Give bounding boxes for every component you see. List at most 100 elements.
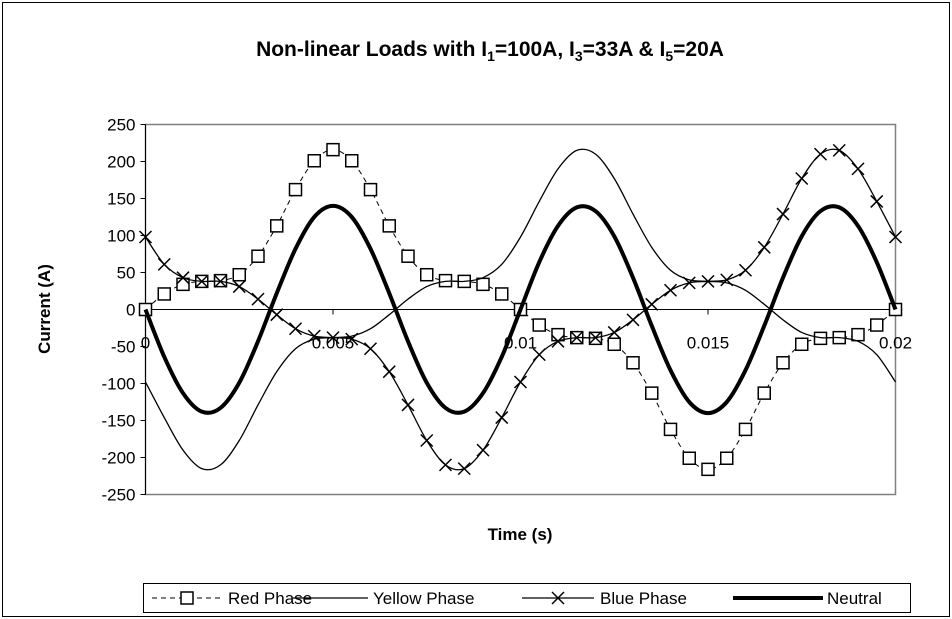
marker-x (588, 331, 603, 345)
y-tick-label: 250 (107, 116, 135, 135)
legend-label: Neutral (827, 589, 882, 608)
x-tick-label: 0.01 (504, 334, 537, 353)
marker-square (551, 327, 565, 342)
marker-square (776, 356, 790, 370)
y-tick-label: 50 (117, 264, 136, 283)
y-tick-label: -50 (111, 338, 136, 357)
marker-x (495, 411, 509, 425)
x-tick-label: 0 (141, 334, 150, 353)
y-axis-title: Current (A) (35, 264, 54, 354)
marker-x (232, 280, 246, 294)
chart-title: Non-linear Loads with I1=100A, I3=33A & … (256, 38, 724, 64)
marker-x (795, 171, 809, 186)
marker-x (363, 342, 378, 356)
marker-x (888, 230, 903, 244)
series-line (143, 203, 898, 416)
marker-x (288, 322, 303, 336)
marker-square (626, 356, 640, 370)
marker-x (645, 297, 659, 311)
marker-x (326, 331, 340, 345)
y-tick-label: -200 (101, 449, 135, 468)
marker-square (663, 422, 678, 437)
marker-square (401, 249, 415, 263)
x-tick-label: 0.015 (687, 334, 730, 353)
marker-x (663, 283, 678, 297)
marker-square (682, 451, 696, 465)
marker-square (232, 267, 246, 282)
marker-square (701, 462, 715, 477)
marker-x (682, 276, 696, 290)
marker-square (420, 267, 434, 282)
marker-x (776, 207, 790, 221)
marker-x (195, 274, 209, 288)
marker-x (270, 308, 284, 322)
title-text: Non-linear Loads with I (256, 38, 487, 61)
marker-x (382, 365, 396, 379)
marker-x (607, 325, 621, 339)
marker-x (438, 458, 453, 472)
marker-x (813, 147, 828, 161)
x-axis-title: Time (s) (488, 525, 553, 544)
title-text: =20A (673, 38, 724, 61)
marker-x (401, 398, 415, 412)
marker-x (738, 263, 753, 277)
marker-x (420, 433, 434, 448)
marker-x (626, 313, 640, 327)
marker-x (851, 162, 865, 176)
marker-square (307, 154, 321, 168)
y-tick-label: -250 (101, 486, 135, 505)
marker-square (382, 219, 396, 233)
legend-label: Yellow Phase (373, 589, 474, 608)
marker-x (457, 462, 471, 476)
marker-x (138, 230, 153, 244)
y-tick-label: 200 (107, 153, 135, 172)
x-tick-label: 0.02 (879, 334, 912, 353)
marker-x (570, 331, 584, 345)
title-text: =33A & I (583, 38, 666, 61)
marker-square (180, 591, 194, 605)
legend-label: Red Phase (228, 589, 312, 608)
y-tick-label: 150 (107, 190, 135, 209)
marker-x (757, 240, 771, 254)
y-tick-label: 100 (107, 227, 135, 246)
marker-square (176, 277, 190, 292)
marker-x (701, 274, 715, 288)
marker-square (270, 219, 284, 233)
marker-square (157, 287, 171, 301)
marker-square (345, 154, 359, 168)
marker-x (176, 271, 190, 285)
marker-x (157, 257, 171, 271)
marker-x (532, 348, 546, 362)
marker-x (832, 143, 846, 157)
marker-square (757, 386, 771, 400)
marker-square (532, 318, 546, 332)
y-tick-label: 0 (126, 301, 135, 320)
marker-square (738, 422, 753, 437)
marker-x (213, 274, 228, 288)
marker-x (307, 329, 321, 343)
marker-square (495, 287, 509, 301)
marker-x (513, 375, 528, 389)
y-tick-label: -100 (101, 375, 135, 394)
marker-square (363, 182, 378, 197)
marker-x (251, 292, 265, 306)
marker-square (476, 277, 490, 292)
marker-x (551, 591, 565, 605)
marker-x (720, 273, 734, 287)
title-text: =100A, I (495, 38, 575, 61)
marker-x (870, 194, 884, 208)
marker-square (326, 142, 340, 157)
marker-square (795, 337, 809, 352)
marker-square (720, 451, 734, 465)
title-subscript: 1 (487, 48, 495, 64)
marker-x (476, 443, 490, 457)
y-tick-label: -150 (101, 412, 135, 431)
legend-label: Blue Phase (600, 589, 687, 608)
marker-x (345, 332, 359, 346)
marker-square (851, 327, 865, 342)
marker-square (870, 318, 884, 332)
marker-square (645, 386, 659, 400)
marker-square (607, 337, 621, 352)
title-subscript: 5 (665, 48, 673, 64)
